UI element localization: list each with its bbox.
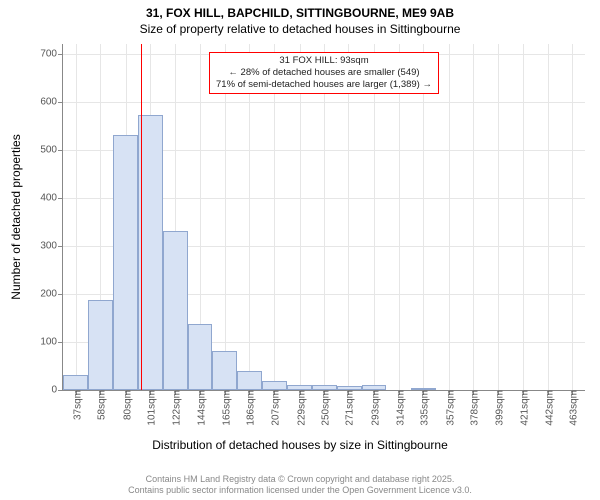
histogram-bar [163,231,188,390]
annotation-box: 31 FOX HILL: 93sqm← 28% of detached hous… [209,52,439,94]
y-axis-label: Number of detached properties [9,134,23,299]
y-tick-label: 700 [40,48,63,59]
histogram-bar [312,385,337,390]
x-tick-label: 101sqm [143,390,158,426]
x-tick-label: 144sqm [193,390,208,426]
gridline-v [399,44,400,390]
gridline-v [324,44,325,390]
property-marker-line [141,44,142,390]
footer-line1: Contains HM Land Registry data © Crown c… [146,474,455,484]
histogram-bar [337,386,362,390]
x-tick-label: 250sqm [317,390,332,426]
footer-attribution: Contains HM Land Registry data © Crown c… [0,474,600,496]
x-tick-label: 335sqm [416,390,431,426]
gridline-v [300,44,301,390]
x-tick-label: 293sqm [367,390,382,426]
histogram-bar [362,385,387,390]
x-tick-label: 186sqm [242,390,257,426]
histogram-bar [113,135,138,390]
y-tick-label: 500 [40,144,63,155]
gridline-v [76,44,77,390]
x-tick-label: 207sqm [266,390,281,426]
annotation-line1: 31 FOX HILL: 93sqm [216,55,432,67]
gridline-v [249,44,250,390]
gridline-v [449,44,450,390]
x-tick-label: 271sqm [341,390,356,426]
gridline-v [572,44,573,390]
chart-title-line1: 31, FOX HILL, BAPCHILD, SITTINGBOURNE, M… [0,6,600,20]
histogram-bar [88,300,113,390]
x-tick-label: 165sqm [217,390,232,426]
x-tick-label: 58sqm [93,390,108,420]
y-tick-label: 0 [51,385,63,396]
y-tick-label: 300 [40,240,63,251]
y-tick-label: 400 [40,192,63,203]
annotation-line3: 71% of semi-detached houses are larger (… [216,79,432,91]
gridline-v [374,44,375,390]
x-tick-label: 378sqm [466,390,481,426]
y-tick-label: 200 [40,288,63,299]
histogram-bar [212,351,237,390]
gridline-v [473,44,474,390]
gridline-v [548,44,549,390]
histogram-bar [63,375,88,390]
annotation-line2: ← 28% of detached houses are smaller (54… [216,67,432,79]
gridline-v [274,44,275,390]
x-tick-label: 122sqm [167,390,182,426]
x-tick-label: 357sqm [441,390,456,426]
footer-line2: Contains public sector information licen… [128,485,472,495]
histogram-bar [411,388,436,390]
y-tick-label: 600 [40,96,63,107]
gridline-v [225,44,226,390]
x-tick-label: 314sqm [391,390,406,426]
y-tick-label: 100 [40,336,63,347]
x-tick-label: 463sqm [565,390,580,426]
histogram-bar [188,324,213,390]
chart-title-line2: Size of property relative to detached ho… [0,22,600,36]
x-tick-label: 442sqm [540,390,555,426]
x-tick-label: 421sqm [516,390,531,426]
gridline-v [348,44,349,390]
gridline-v [523,44,524,390]
x-axis-label: Distribution of detached houses by size … [0,438,600,452]
x-tick-label: 229sqm [292,390,307,426]
histogram-bar [287,385,312,390]
plot-area: 010020030040050060070037sqm58sqm80sqm101… [62,44,585,391]
x-tick-label: 399sqm [490,390,505,426]
gridline-v [498,44,499,390]
gridline-v [423,44,424,390]
histogram-bar [262,381,287,390]
x-tick-label: 80sqm [118,390,133,420]
x-tick-label: 37sqm [68,390,83,420]
histogram-bar [237,371,262,390]
